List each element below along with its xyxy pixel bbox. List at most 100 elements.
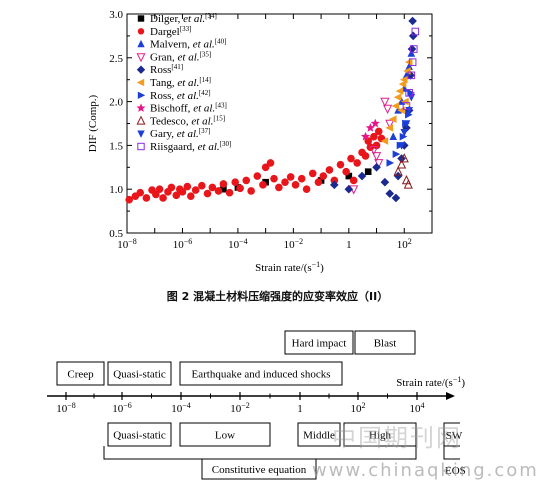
data-point (399, 153, 409, 163)
data-point (404, 58, 413, 66)
sw-bracket (443, 422, 460, 447)
data-point (308, 169, 317, 178)
data-point (253, 172, 262, 180)
data-point (357, 171, 367, 181)
data-point (405, 62, 413, 70)
data-point (396, 159, 407, 169)
data-point (392, 150, 401, 158)
data-point (407, 71, 416, 80)
data-point (403, 67, 411, 75)
y-axis-label: DIF (Comp.) (87, 94, 99, 152)
data-point (330, 176, 339, 185)
data-point (389, 132, 398, 140)
data-point (203, 189, 212, 198)
dif-scatter-chart: 10−8 10−6 10−4 10−2 1 102 0.5 1.0 1.5 2.0 2.5 3.0 St… (87, 9, 433, 274)
data-point (198, 181, 206, 190)
legend-marker (137, 142, 145, 151)
data-point (136, 188, 145, 197)
data-point (395, 87, 404, 95)
data-point (399, 132, 408, 141)
legend-label: Ross[41] (150, 63, 183, 76)
x-tick-label: 10−8 (117, 237, 137, 251)
data-point (225, 188, 234, 197)
middle-box (297, 422, 341, 447)
constitutive-box (201, 458, 317, 480)
data-point (155, 185, 164, 193)
data-point (408, 31, 418, 41)
data-point (401, 97, 409, 106)
data-point (385, 119, 395, 129)
legend-marker (136, 65, 146, 74)
data-point (220, 185, 227, 193)
data-point (242, 176, 251, 185)
data-point (408, 58, 417, 66)
scale-tick-label: 102 (351, 401, 366, 415)
constitutive-box-label: Constitutive equation (212, 464, 307, 476)
data-point (370, 132, 378, 141)
data-point (345, 172, 353, 180)
data-point (388, 115, 397, 123)
data-point (125, 195, 133, 204)
blast-box-label: Blast (374, 338, 397, 350)
data-point (236, 184, 244, 193)
data-point (302, 185, 311, 193)
data-point (402, 123, 411, 133)
scale-tick-label: 10−4 (171, 401, 191, 415)
figure-caption: 图 2 混凝土材料压缩强度的应变率效应（II） (166, 290, 389, 303)
watermark-url: www.chinaqking.com (312, 460, 539, 481)
data-point (291, 181, 300, 189)
high-box (343, 422, 417, 447)
data-point (330, 180, 339, 190)
x-tick-label: 102 (397, 237, 412, 251)
y-tick-label: 1.0 (109, 184, 123, 196)
data-point (270, 174, 278, 183)
y-tick-label: 2.5 (109, 53, 123, 65)
quasi-static-lower-box-label: Quasi-static (113, 430, 166, 442)
data-point (152, 190, 160, 199)
data-point (349, 176, 358, 185)
data-point (372, 141, 381, 150)
legend-marker (137, 15, 145, 22)
y-tick-label: 3.0 (109, 9, 123, 21)
data-point (231, 178, 240, 186)
sw-label: SW (446, 430, 463, 442)
legend-label: Malvern, et al.[40] (150, 38, 226, 51)
data-point (369, 145, 379, 156)
legend-label: Bischoff, et al.[43] (150, 102, 227, 115)
scale-tick-label: 10−8 (56, 401, 76, 415)
data-point (408, 16, 417, 26)
data-point (397, 142, 406, 150)
data-point (325, 166, 334, 174)
data-point (281, 178, 289, 186)
legend-label: Gary, et al.[37] (150, 127, 210, 140)
high-box-label: High (369, 430, 392, 442)
data-point (344, 184, 354, 194)
data-point (398, 80, 407, 88)
legend-label: Ross, et al.[42] (150, 89, 211, 102)
data-point (183, 182, 192, 191)
legend-marker (137, 28, 145, 35)
series-7 (360, 118, 380, 141)
watermark-chinese: 中国期刊网 (332, 424, 462, 452)
data-point (365, 123, 375, 132)
x-tick-label: 10−2 (284, 237, 304, 251)
x-tick-label: 10−6 (173, 237, 193, 251)
data-point (360, 131, 371, 141)
legend-label: Dilger, et al.[34] (150, 12, 217, 25)
quasi-static-lower-box (107, 422, 172, 447)
series-1 (125, 127, 386, 204)
legend-marker (137, 91, 146, 99)
data-point (391, 102, 400, 110)
data-point (391, 193, 401, 203)
legend-label: Tang, et al.[14] (150, 76, 211, 89)
y-tick-label: 0.5 (109, 228, 123, 240)
creep-box-label: Creep (67, 369, 94, 381)
data-point (400, 128, 409, 137)
legend-label: Riisgaard, et al.[30] (150, 140, 231, 153)
data-point (402, 120, 411, 128)
legend-label: Gran, et al.[35] (150, 50, 211, 63)
blast-box (354, 330, 416, 355)
x-axis-label: Strain rate/(s−1) (255, 260, 324, 274)
data-point (275, 183, 283, 192)
